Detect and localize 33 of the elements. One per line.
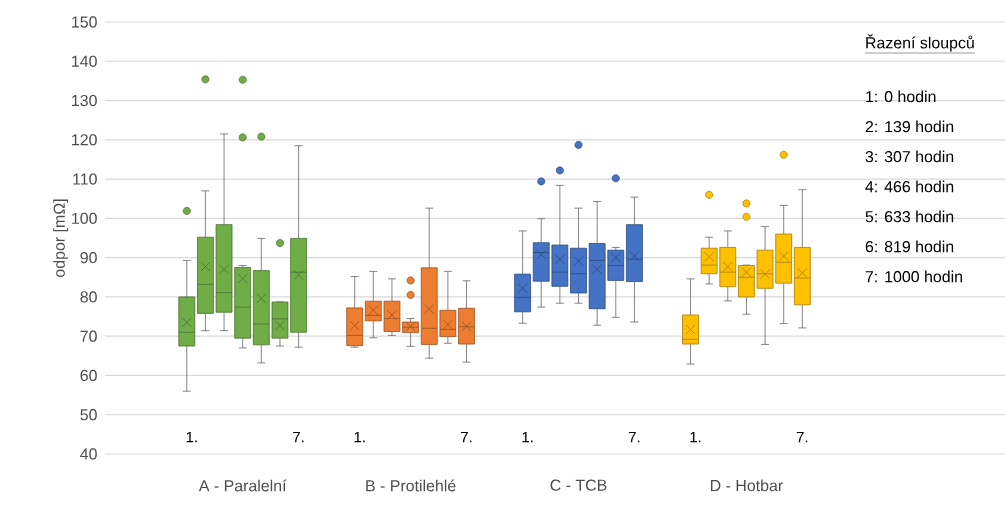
text: 5: 633 hodin [865,210,954,223]
text: Řazení sloupců [866,34,974,52]
y-tick-label: 100 [72,212,97,225]
y-tick-label: 60 [80,369,97,382]
annotation: 1. [522,431,533,443]
y-tick-label: 110 [73,173,97,185]
annotation: 1. [186,431,197,443]
y-tick-label: 140 [72,55,97,67]
x-tick-label: C - TCB [550,479,607,491]
annotation: 7. [796,431,808,443]
text: 7: 1000 hodin [865,270,962,283]
y-tick-label: 40 [80,448,97,460]
text: 3: 307 hodin [865,150,954,163]
annotation: 7. [293,431,304,443]
text: 1: 0 hodin [866,90,936,103]
y-tick-label: 70 [80,330,97,342]
annotation: 1. [690,431,701,443]
text: 4: 466 hodin [865,180,954,193]
x-tick-label: D - Hotbar [710,479,783,492]
y-tick-label: 150 [72,16,97,28]
x-tick-label: A - Paralelní [198,479,287,492]
annotation: 7. [461,431,472,443]
y-axis-title: odpor [mΩ] [53,199,69,277]
text: 6: 819 hodin [865,240,954,253]
text: 2: 139 hodin [865,120,954,133]
y-tick-label: 120 [72,134,97,146]
y-tick-label: 130 [72,94,97,107]
x-tick-label: B - Protilehlé [366,479,456,492]
y-tick-label: 90 [80,252,97,264]
y-tick-label: 80 [80,291,97,303]
annotation: 1. [354,431,365,443]
annotation: 7. [628,431,640,443]
y-tick-label: 50 [80,409,97,421]
